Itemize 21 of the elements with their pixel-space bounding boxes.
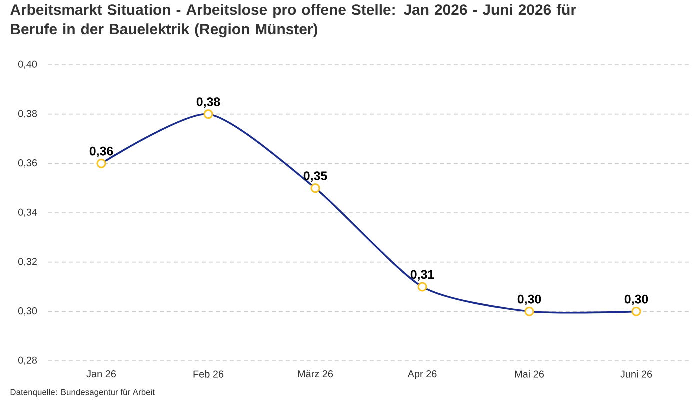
x-tick-label: März 26: [298, 370, 334, 378]
y-tick-label: 0,32: [18, 258, 37, 266]
chart-title: Arbeitsmarkt Situation - Arbeitslose pro offene Stelle: Jan 2026 - Juni 2026 für Berufe in der Bauelektrik (Region Münster): [10, 4, 576, 38]
y-tick-label: 0,40: [18, 60, 38, 70]
x-tick-label: Mai 26: [515, 370, 544, 378]
x-tick-label: Feb 26: [194, 370, 224, 378]
y-tick-label: 0,28: [18, 356, 38, 366]
y-tick-label: 0,30: [18, 308, 38, 316]
data-label: 0,35: [304, 172, 328, 182]
y-tick-label: 0,36: [18, 160, 38, 168]
x-tick-label: Jan 26: [86, 370, 116, 378]
text: Datenquelle: Bundesagentur für Arbeit: [10, 389, 155, 397]
data-label: 0,30: [624, 294, 648, 306]
data-label: 0,36: [90, 146, 114, 158]
y-tick-label: 0,34: [18, 208, 38, 218]
data-label: 0,30: [518, 294, 542, 306]
data-label: 0,38: [196, 98, 220, 108]
x-tick-label: Juni 26: [620, 370, 652, 378]
y-tick-label: 0,38: [18, 110, 38, 118]
data-label: 0,31: [410, 270, 434, 281]
x-tick-label: Apr 26: [408, 370, 437, 380]
